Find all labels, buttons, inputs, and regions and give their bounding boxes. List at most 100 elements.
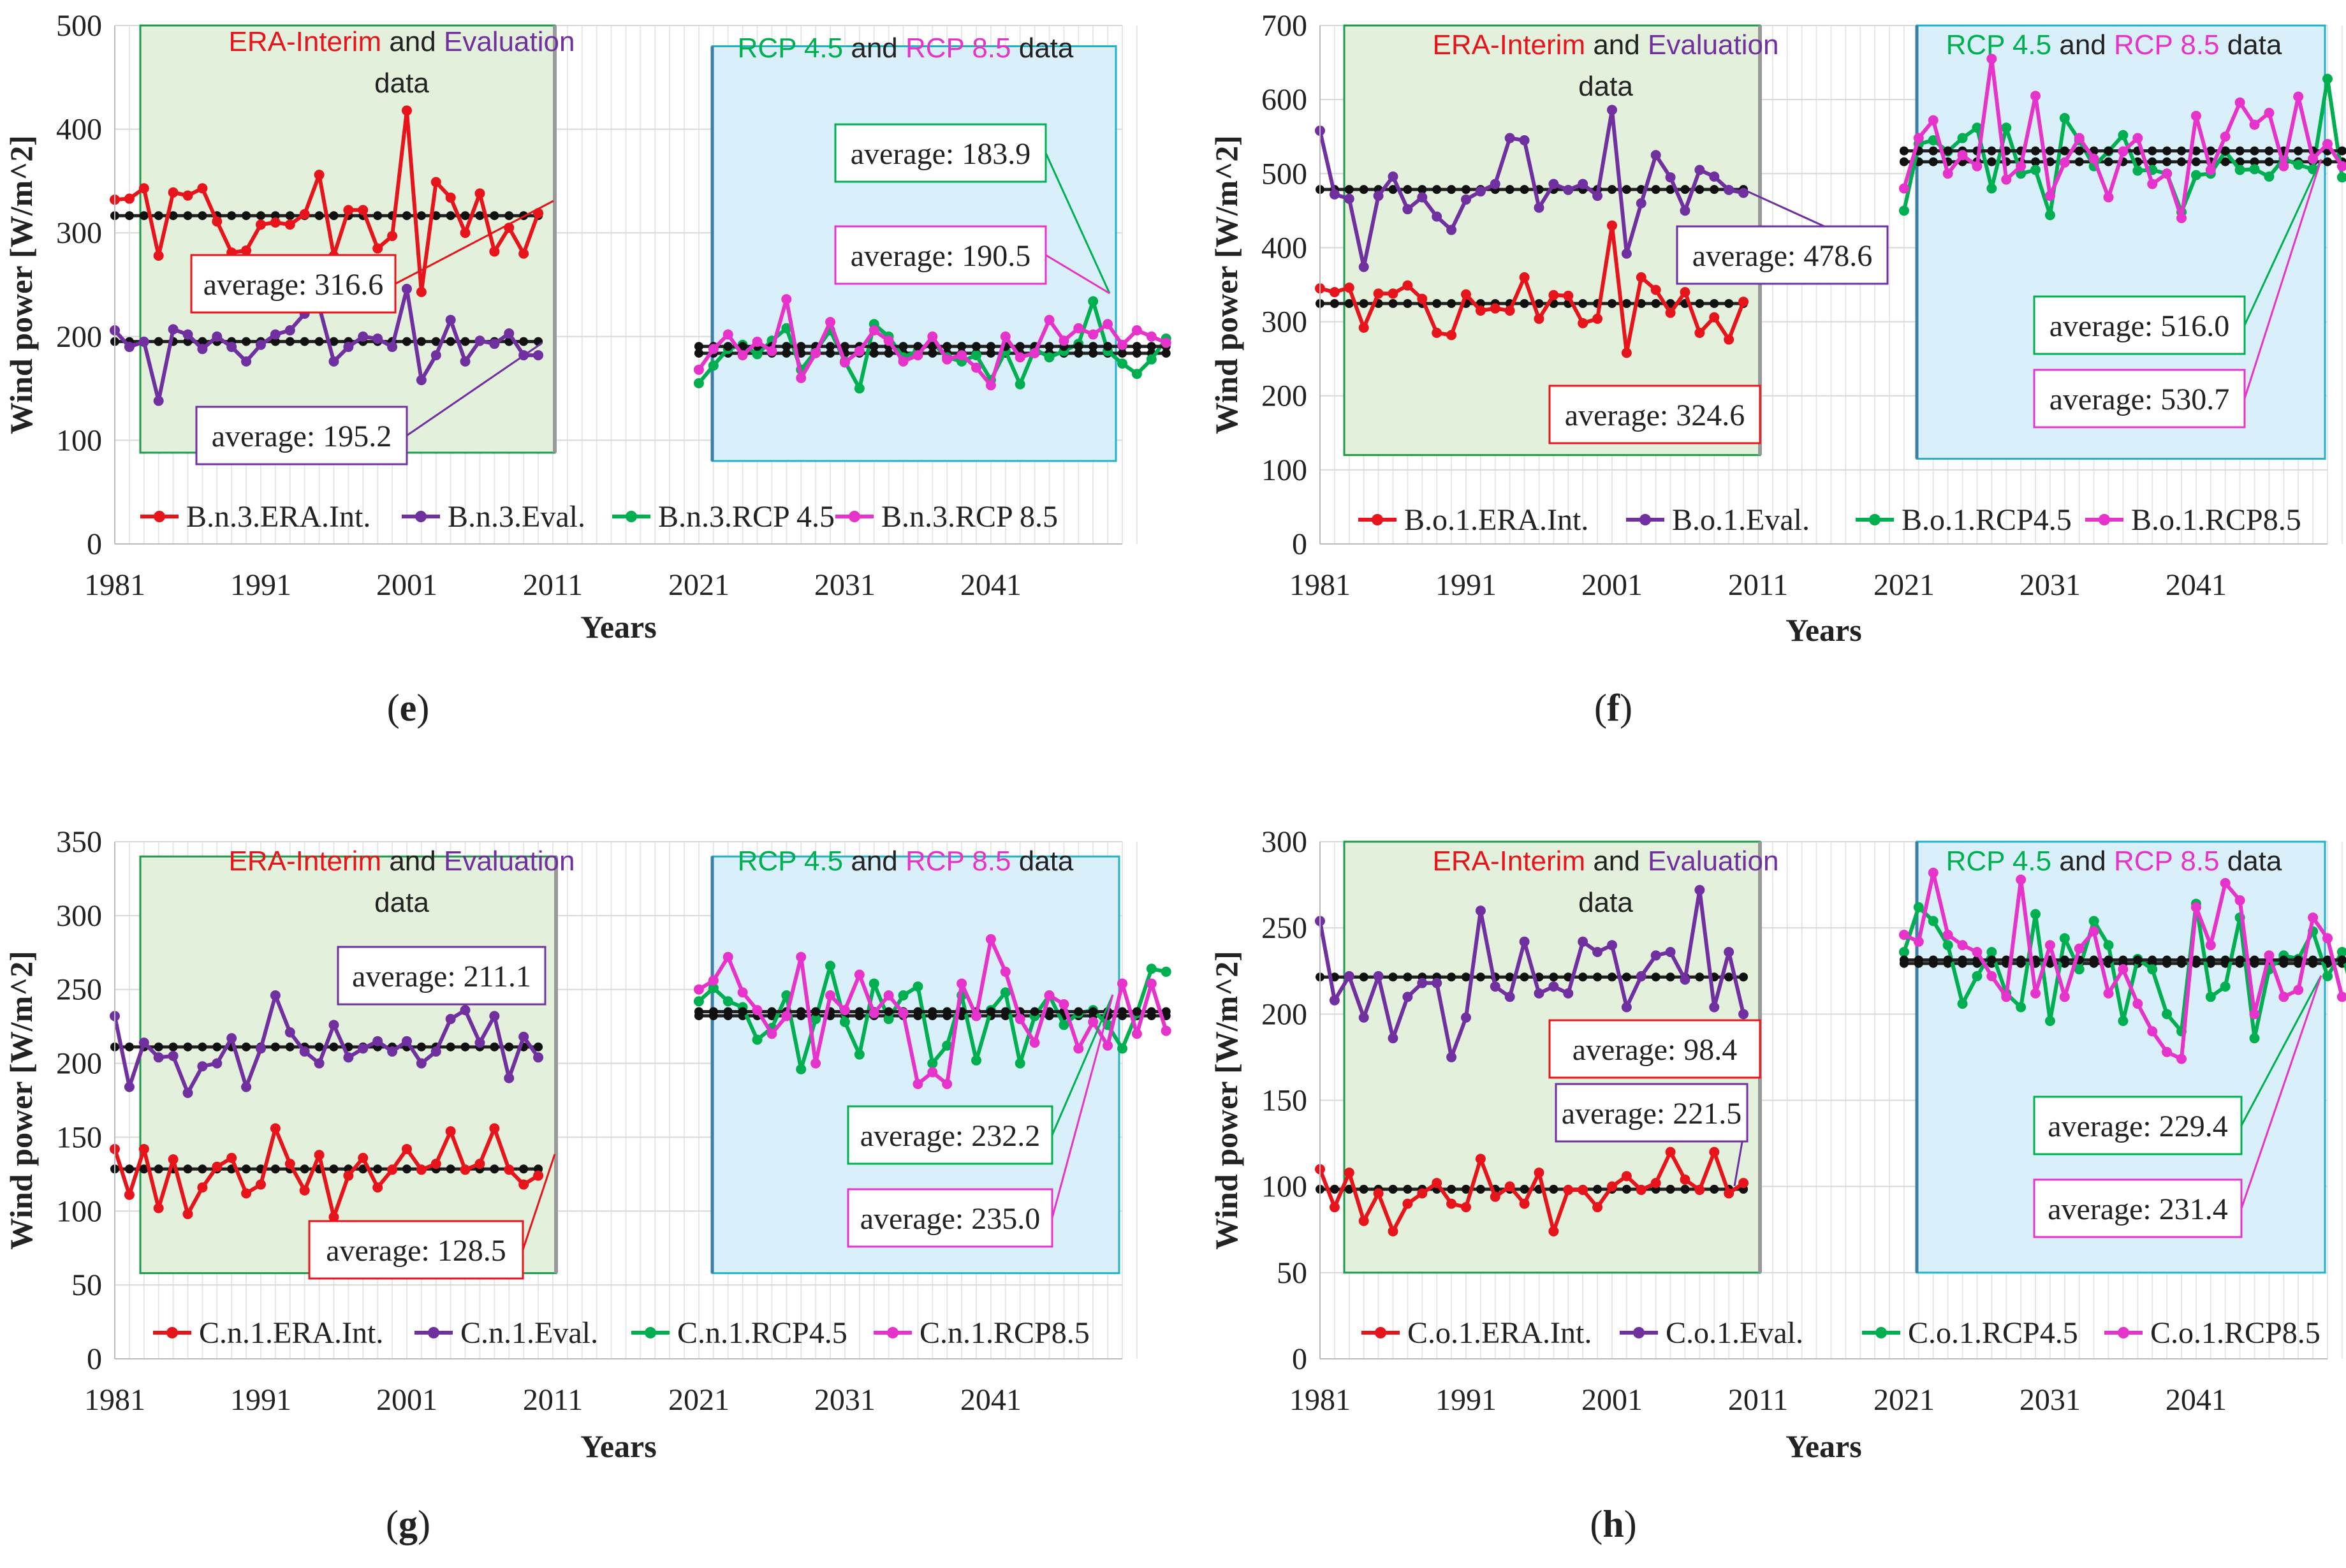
y-tick-label: 200 [56,320,102,354]
data-point [533,350,544,361]
title-rcp45: RCP 4.5 [738,846,844,877]
data-point [2044,210,2055,221]
annotation-box [834,123,1047,183]
average-marker [1074,342,1083,351]
annotation-box [195,406,408,465]
data-point [1446,224,1457,235]
average-marker [300,337,309,346]
data-point [2176,1053,2187,1064]
average-marker [256,211,265,221]
annotation-leader [1051,994,1114,1136]
title-data: data [374,68,429,99]
average-marker [2060,146,2069,156]
legend-label: B.n.3.RCP 4.5 [658,500,835,534]
data-point [1088,329,1099,340]
data-point [1504,992,1515,1002]
title-and: and [381,846,444,877]
average-marker [270,1164,280,1174]
average-annotation: average: 221.5 [1555,1083,1749,1187]
data-point [1000,987,1011,998]
average-marker [329,1164,339,1174]
data-point [2234,895,2245,905]
average-marker [2002,955,2011,965]
legend-label: C.n.1.RCP4.5 [677,1316,847,1350]
annotation-label: average: 183.9 [851,137,1031,171]
legend-swatch-marker [1875,1327,1887,1338]
data-point [2030,165,2041,175]
y-tick-label: 300 [1261,305,1307,339]
data-point [1957,940,1968,951]
data-point [255,339,266,350]
title-rcp85: RCP 8.5 [2114,29,2220,61]
average-marker [139,1164,149,1174]
annotation-label: average: 316.6 [203,268,384,302]
average-marker [1914,955,1923,965]
data-point [212,1161,223,1172]
panel-paren: ) [1620,687,1632,729]
average-marker [2177,955,2187,965]
average-annotation: average: 232.2 [847,994,1114,1165]
data-point [2205,940,2216,951]
data-point [1358,322,1369,333]
average-marker [416,337,426,346]
data-point [752,336,763,347]
average-marker [2104,955,2113,965]
average-marker [1549,972,1558,982]
data-point [971,1055,982,1066]
data-point [1490,981,1500,992]
legend-swatch-marker [166,1327,178,1338]
y-tick-label: 300 [56,899,102,933]
average-marker [1388,972,1398,982]
data-point [2293,985,2304,995]
average-marker [782,342,791,351]
data-point [2088,926,2099,937]
x-tick-label: 1991 [230,1383,291,1417]
data-point [1059,1020,1069,1030]
data-point [1161,337,1171,348]
data-point [1592,191,1603,201]
average-marker [694,342,703,351]
data-point [1738,187,1749,198]
data-point [445,1014,456,1025]
y-tick-label: 500 [1261,157,1307,191]
data-point [1088,296,1099,307]
legend-label: C.n.1.ERA.Int. [199,1316,383,1350]
data-point [781,294,792,305]
legend-swatch-marker [1869,514,1880,525]
data-point [927,1067,938,1078]
y-tick-label: 100 [56,1194,102,1228]
annotation-leader [1045,152,1111,294]
legend-swatch-marker [1375,1327,1386,1338]
average-marker [2264,146,2274,156]
data-point [2162,168,2173,179]
data-point [1358,261,1369,272]
average-marker [168,211,178,221]
average-marker [475,211,485,221]
data-point [1519,936,1530,947]
annotation-label: average: 221.5 [1562,1097,1742,1131]
data-point [1417,978,1428,988]
legend-label: C.o.1.ERA.Int. [1407,1316,1592,1350]
annotation-label: average: 195.2 [212,420,392,453]
title-data: data [1578,887,1633,918]
data-point [255,219,266,230]
data-point [825,990,836,1000]
series-line [113,993,540,1095]
average-marker [446,1042,455,1051]
average-marker [1045,1007,1054,1016]
y-tick-label: 0 [1292,1342,1307,1376]
average-marker [431,211,441,221]
panel-letter: e [400,687,417,729]
data-point [284,1159,295,1169]
data-point [1388,1033,1398,1044]
data-point [1402,204,1413,215]
data-point [182,329,193,340]
average-marker [1578,299,1588,309]
average-marker [1958,955,1967,965]
data-point [489,1123,500,1134]
annotation-box [308,1220,524,1280]
data-point [2205,165,2216,175]
series-C.o.1.ERA.Int. [1315,1147,1749,1236]
average-marker [1928,955,1938,965]
